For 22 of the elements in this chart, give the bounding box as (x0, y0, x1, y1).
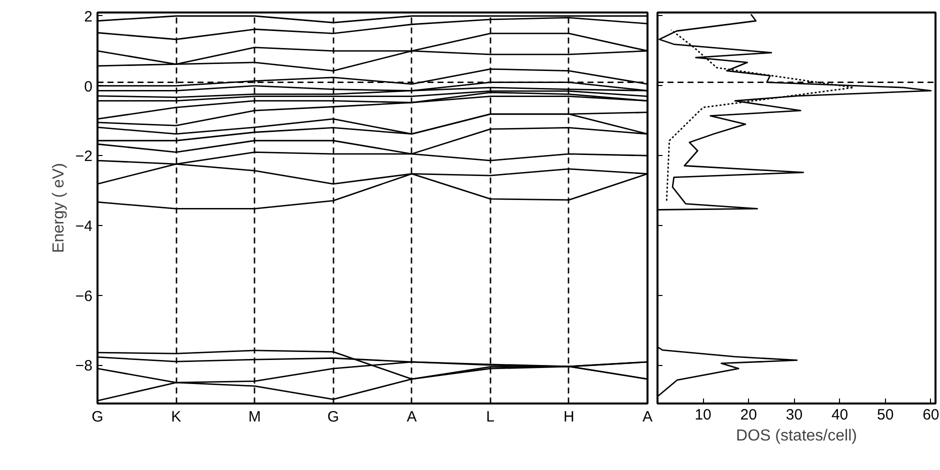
y-axis-title: Energy ( eV) (50, 163, 68, 253)
x-tick-label: 20 (740, 406, 757, 424)
x-tick-label: L (486, 408, 495, 426)
x-tick-label: G (327, 408, 340, 426)
x-tick-label: 10 (694, 406, 712, 424)
x-tick-label: H (564, 408, 574, 426)
x-tick-label: 50 (877, 406, 894, 424)
x-tick-label: A (642, 408, 653, 426)
x-tick-label: K (171, 408, 182, 426)
y-tick-label: −2 (75, 148, 93, 166)
y-tick-label: 2 (84, 8, 92, 26)
x-tick-label: A (406, 408, 417, 426)
x-tick-label: M (248, 408, 261, 426)
y-tick-label: 0 (84, 78, 92, 96)
y-tick-label: −6 (75, 288, 93, 305)
x-tick-label: 30 (786, 406, 803, 424)
x-tick-label: 60 (922, 406, 940, 424)
x-tick-label: G (92, 408, 104, 426)
y-tick-label: −4 (75, 218, 93, 235)
x-axis-title: DOS (states/cell) (736, 428, 857, 444)
x-tick-label: 40 (831, 406, 848, 424)
y-tick-label: −8 (75, 358, 93, 375)
